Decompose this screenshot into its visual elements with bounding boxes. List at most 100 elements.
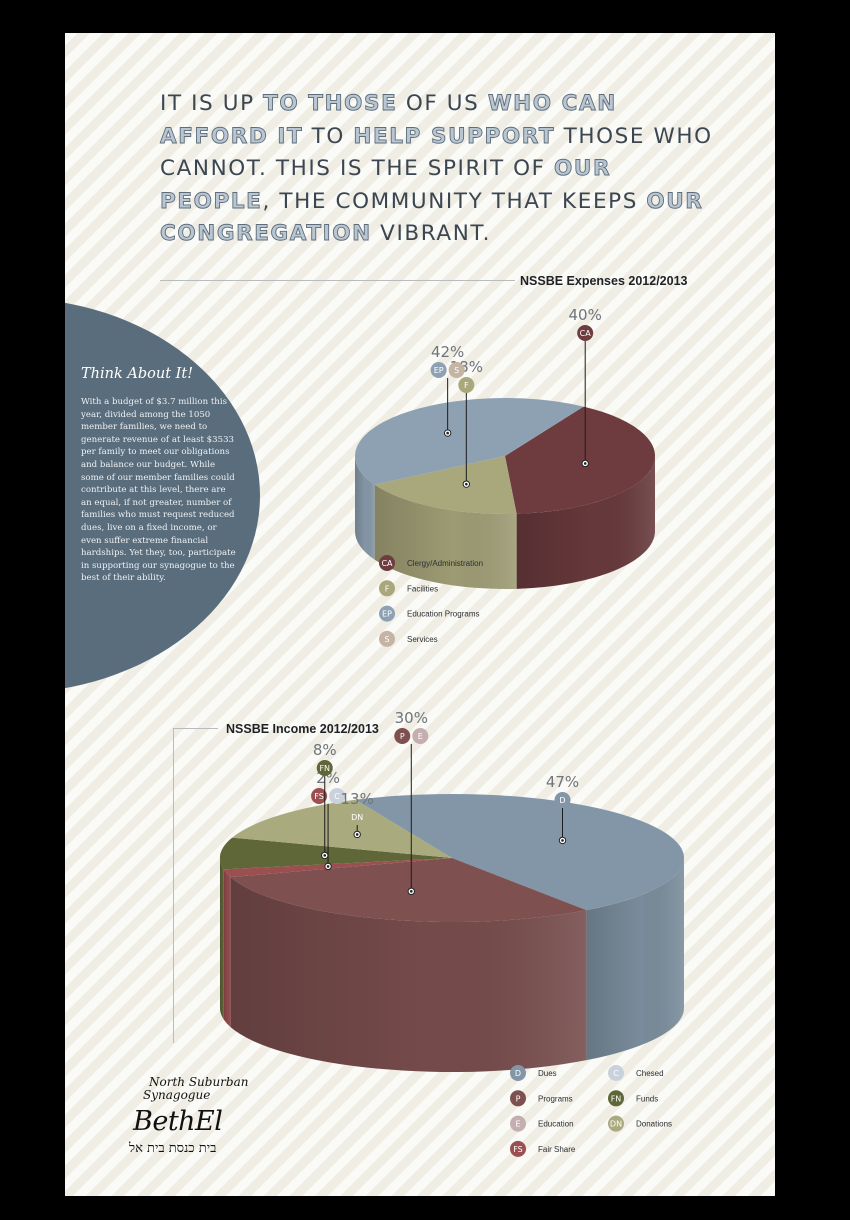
pie-side-shading-fn <box>220 858 224 1020</box>
callout-dot-center <box>355 833 359 836</box>
headline-text: OF US <box>397 91 488 116</box>
callout-badge-label-e: E <box>418 732 423 741</box>
callout-badge-p <box>394 728 411 744</box>
income-pie <box>220 794 684 1072</box>
logo-line-1: North Suburban <box>149 1075 249 1089</box>
callout-dot-center <box>465 482 468 486</box>
headline-highlight: HELP SUPPORT <box>353 123 556 149</box>
headline-highlight: OUR PEOPLE <box>160 156 612 214</box>
headline-highlight: TO THOSE <box>263 91 398 117</box>
callout-badge-ep <box>430 362 447 378</box>
sidebar-body: With a budget of $3.7 million this year,… <box>81 397 236 584</box>
pie-side-shading-f <box>374 484 517 589</box>
pie-side-shading-d <box>586 858 684 1061</box>
pie-slice-d <box>355 794 684 911</box>
legend-label-d: Dues <box>538 1069 557 1078</box>
callout-badge-e <box>412 728 429 744</box>
callout-value-label: 42% <box>431 343 464 361</box>
callout-badge-s <box>448 362 465 378</box>
legend-code-p: P <box>516 1094 521 1103</box>
expenses-title-rule <box>160 280 515 281</box>
expenses-legend: CA Clergy/Administration F Facilities EP Educ… <box>379 555 483 647</box>
callout-dot-center <box>583 462 587 465</box>
callout-badge-label-fn: FN <box>319 764 330 773</box>
legend-swatch-c <box>608 1065 624 1081</box>
income-chart-title: NSSBE Income 2012/2013 <box>226 722 379 736</box>
legend-code-s: S <box>384 635 389 644</box>
pie-slice-f <box>374 456 517 514</box>
callout-dot-center <box>561 839 564 842</box>
legend-code-f: F <box>385 584 390 593</box>
legend-code-d: D <box>515 1069 521 1078</box>
legend-swatch-ca <box>379 555 395 571</box>
legend-label-f: Facilities <box>407 584 438 593</box>
legend-code-c: C <box>613 1069 619 1078</box>
legend-swatch-ep <box>379 605 395 622</box>
callout-badge-label-s: S <box>454 366 459 375</box>
pie-slice-fs <box>223 858 452 878</box>
callout-dot-center <box>326 865 330 868</box>
legend-label-ca: Clergy/Administration <box>407 559 483 568</box>
legend-code-fs: FS <box>513 1145 523 1154</box>
legend-swatch-s <box>379 630 395 647</box>
legend-code-e: E <box>515 1120 520 1129</box>
logo-line-2: Synagogue <box>143 1088 211 1102</box>
callout-badge-fs <box>311 788 328 804</box>
callout-badge-ca <box>577 325 594 341</box>
logo-name: BethEl <box>133 1106 223 1137</box>
legend-label-fn: Funds <box>636 1094 658 1103</box>
callout-dot-center <box>323 854 327 857</box>
legend-label-fs: Fair Share <box>538 1145 576 1154</box>
headline-highlight: OUR CONGREGATION <box>160 188 704 246</box>
callout-badge-label-ca: CA <box>580 329 592 338</box>
legend-code-ca: CA <box>381 559 393 568</box>
legend-label-ep: Education Programs <box>407 610 479 619</box>
callout-value-label: 40% <box>569 306 602 324</box>
bethel-logo: North Suburban Synagogue BethEl בית כנסת… <box>127 1073 267 1173</box>
callout-badge-label-fs: FS <box>314 792 324 801</box>
income-title-rule-vertical <box>173 728 174 1043</box>
callout-value-label: 30% <box>395 709 428 727</box>
legend-swatch-p <box>510 1090 526 1107</box>
pie-slice-ep <box>354 398 584 485</box>
income-title-rule <box>173 728 218 729</box>
callout-dot-center <box>446 431 449 435</box>
pie-side-shading-fs <box>223 869 231 1028</box>
callout-value-label: 47% <box>546 773 579 791</box>
poster: IT IS UP TO THOSE OF US WHO CAN AFFORD I… <box>65 33 775 1196</box>
pie-slice-fn <box>220 837 452 870</box>
callout-value-label: 13% <box>341 790 374 808</box>
sidebar-title: Think About It! <box>81 366 194 382</box>
legend-label-e: Education <box>538 1120 574 1129</box>
pie-slice-ca <box>505 406 656 514</box>
callout-badge-fn <box>316 760 333 776</box>
callout-badge-label-d: D <box>559 796 565 805</box>
headline-text: TO <box>303 123 354 149</box>
income-legend: D Dues P Programs E Education FS Fair Share C Che… <box>510 1065 672 1157</box>
pie-side-shading-p <box>230 877 587 1072</box>
headline-text: VIBRANT. <box>371 221 492 246</box>
callout-dot-center <box>409 890 413 893</box>
legend-swatch-fn <box>608 1090 624 1107</box>
expenses-chart-title: NSSBE Expenses 2012/2013 <box>520 274 688 288</box>
legend-swatch-fs <box>510 1140 526 1157</box>
legend-swatch-dn <box>608 1115 624 1132</box>
callout-value-label: 8% <box>313 741 337 759</box>
callout-badge-label-c: C <box>334 792 340 801</box>
legend-code-dn: DN <box>610 1120 622 1129</box>
pie-side-shading-ep <box>355 456 375 560</box>
headline: IT IS UP TO THOSE OF US WHO CAN AFFORD I… <box>160 88 720 251</box>
callout-badge-dn <box>349 809 366 825</box>
callout-badge-label-f: F <box>464 381 469 390</box>
callout-badge-label-dn: DN <box>351 813 363 822</box>
headline-text: , THE COMMUNITY THAT KEEPS <box>262 188 647 214</box>
expenses-pie <box>354 398 656 589</box>
legend-label-c: Chesed <box>636 1069 664 1078</box>
callout-badge-label-p: P <box>400 732 405 741</box>
pie-side-shading-ca <box>516 456 655 589</box>
legend-code-ep: EP <box>382 610 392 619</box>
legend-swatch-f <box>379 580 395 597</box>
